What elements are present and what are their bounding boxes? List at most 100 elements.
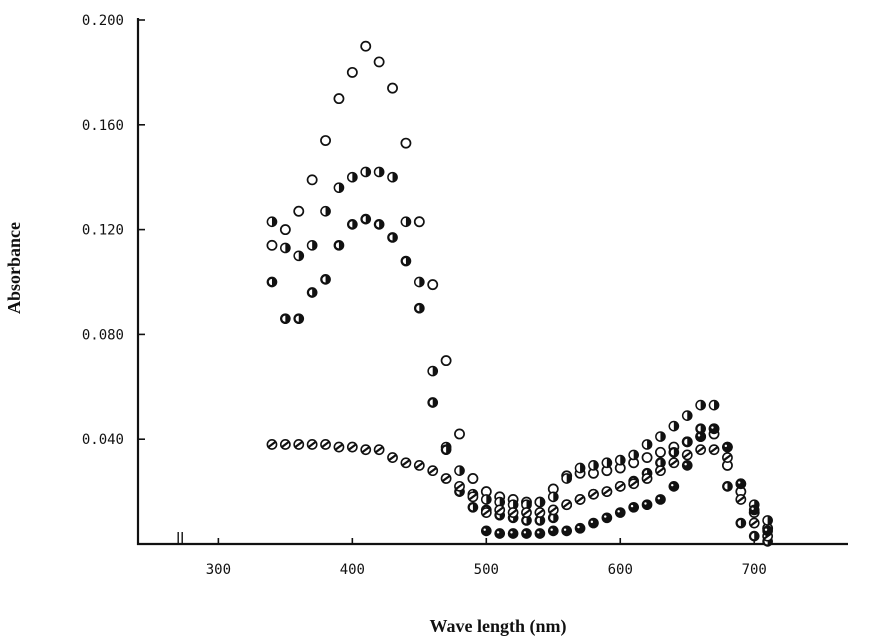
data-point [695, 423, 706, 435]
data-point [547, 491, 559, 503]
data-point [440, 444, 452, 456]
x-tick-label: 400 [340, 562, 365, 578]
data-point [748, 504, 760, 516]
data-point [387, 171, 398, 183]
data-point [480, 525, 492, 537]
data-point [440, 473, 452, 484]
data-point [614, 480, 626, 492]
data-point [695, 444, 707, 456]
data-point [668, 457, 680, 469]
data-point [748, 517, 760, 529]
data-point [293, 205, 305, 217]
data-point [561, 473, 573, 484]
data-point [400, 457, 412, 469]
data-point [628, 478, 640, 490]
data-point [280, 242, 291, 254]
data-point [668, 481, 680, 492]
data-point [695, 431, 706, 442]
data-point [373, 166, 385, 178]
data-point [467, 501, 479, 513]
data-point [507, 528, 519, 539]
data-point [467, 491, 479, 503]
data-point [480, 507, 492, 518]
data-point [413, 276, 425, 288]
data-point [655, 431, 666, 442]
data-point [266, 439, 278, 450]
x-tick-label: 500 [474, 562, 499, 578]
data-point [413, 216, 425, 228]
y-axis-title: Absorbance [4, 222, 24, 314]
data-point [614, 507, 626, 518]
data-point [387, 452, 398, 463]
data-point [588, 460, 599, 471]
data-point [280, 313, 291, 325]
data-point [333, 441, 345, 453]
data-point [373, 56, 385, 68]
data-point [333, 239, 345, 251]
data-point [521, 507, 532, 518]
data-point [547, 525, 559, 537]
data-point [574, 522, 586, 534]
data-point [266, 216, 278, 228]
data-point [574, 494, 586, 505]
data-point [507, 507, 519, 518]
data-point [735, 478, 747, 490]
x-tick-label: 300 [206, 562, 231, 578]
data-point [494, 496, 506, 508]
data-point [400, 255, 412, 267]
data-point [454, 480, 465, 492]
data-point [534, 528, 546, 539]
data-point [266, 276, 278, 288]
data-point [454, 465, 465, 476]
data-point [641, 473, 653, 484]
data-point [306, 439, 318, 450]
data-point [320, 439, 331, 450]
data-point [534, 496, 546, 508]
data-point [655, 465, 666, 477]
data-point [400, 216, 412, 228]
data-point [722, 452, 733, 463]
data-point [293, 439, 305, 450]
data-point [360, 444, 372, 456]
y-ticks: 0.040 0.080 0.120 0.160 0.200 [82, 13, 145, 448]
data-point [360, 166, 372, 178]
data-point [413, 459, 425, 471]
data-point [346, 66, 358, 78]
data-point [507, 499, 519, 511]
data-point [681, 449, 693, 461]
data-point [762, 515, 773, 526]
y-tick-label: 0.080 [82, 327, 124, 343]
data-point [655, 457, 666, 469]
data-point [373, 219, 385, 230]
data-point [266, 239, 278, 251]
data-point [561, 525, 573, 537]
data-point [306, 287, 318, 298]
data-point [333, 93, 345, 105]
data-point [360, 40, 372, 52]
data-point [681, 460, 693, 471]
data-point [320, 205, 331, 217]
data-point [427, 365, 439, 377]
data-point [320, 135, 331, 146]
y-tick-label: 0.200 [82, 13, 124, 29]
data-point [655, 494, 666, 505]
data-point [346, 219, 358, 230]
data-point [641, 499, 653, 511]
data-point [293, 313, 305, 325]
x-tick-label: 700 [742, 562, 767, 578]
data-point [387, 232, 398, 243]
data-point [467, 473, 479, 484]
data-point [534, 507, 546, 518]
data-point [588, 488, 599, 500]
data-point [427, 279, 439, 291]
data-point [748, 530, 760, 542]
data-point [454, 428, 465, 440]
x-axis-title: Wave length (nm) [430, 616, 567, 637]
data-point [306, 174, 318, 186]
data-point [293, 250, 305, 262]
data-point [668, 420, 680, 432]
data-point [494, 504, 506, 516]
data-point [614, 454, 626, 466]
data-point [427, 465, 439, 477]
